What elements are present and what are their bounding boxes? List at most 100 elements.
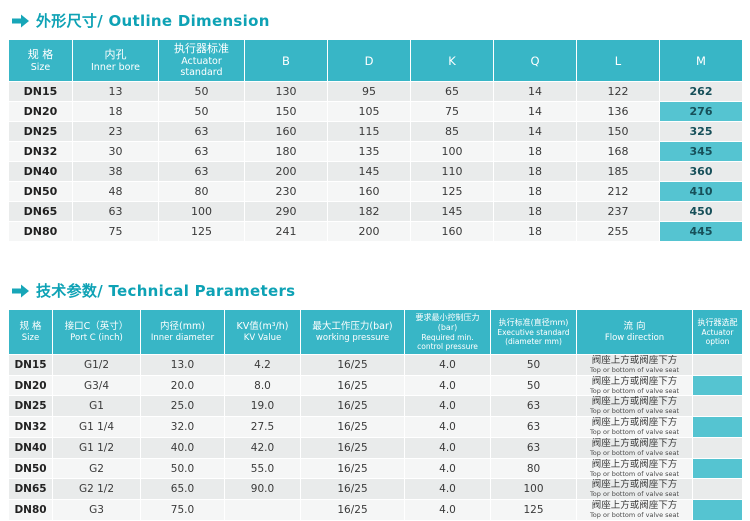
value-cell: 32.0 xyxy=(140,416,225,438)
outline-table-body: DN15 13 50 130 95 65 14 122 262 DN20 18 50 150 105 75 1… xyxy=(8,81,743,242)
value-cell: 230 xyxy=(244,181,328,202)
technical-section-title: 技术参数/ Technical Parameters xyxy=(0,270,750,309)
value-cell: 360 xyxy=(659,161,743,182)
outline-row: DN25 23 63 160 115 85 14 150 325 xyxy=(8,121,743,142)
value-cell: 13.0 xyxy=(140,354,225,376)
value-cell: 150 xyxy=(244,101,328,122)
actuator-option-cell xyxy=(692,395,743,418)
outline-row: DN40 38 63 200 145 110 18 185 360 xyxy=(8,161,743,182)
value-cell: 125 xyxy=(490,499,577,521)
value-cell: 16/25 xyxy=(300,499,405,521)
value-cell: 4.0 xyxy=(404,457,491,480)
flow-direction-cell: 阀座上方或阀座下方 Top or bottom of valve seat xyxy=(576,436,693,459)
technical-header-cell: KV值(m³/h) KV Value xyxy=(224,309,301,355)
size-cell: DN40 xyxy=(8,436,53,459)
value-cell: 4.0 xyxy=(404,478,491,501)
value-cell: 105 xyxy=(327,101,411,122)
value-cell: 50 xyxy=(158,101,245,122)
value-cell: 110 xyxy=(410,161,494,182)
size-cell: DN80 xyxy=(8,221,73,242)
outline-header-cell: L xyxy=(576,39,660,82)
outline-row: DN65 63 100 290 182 145 18 237 450 xyxy=(8,201,743,222)
technical-header-row: 规 格 Size 接口C（英寸） Port C (inch) 内径(mm) Inner d… xyxy=(8,309,743,355)
value-cell: 16/25 xyxy=(300,457,405,480)
value-cell: 145 xyxy=(410,201,494,222)
value-cell: 75 xyxy=(72,221,159,242)
value-cell: 19.0 xyxy=(224,395,301,418)
size-cell: DN65 xyxy=(8,201,73,222)
value-cell: 100 xyxy=(410,141,494,162)
technical-row: DN20 G3/4 20.0 8.0 16/25 4.0 50 阀座上方或阀座下方 Top or… xyxy=(8,374,743,397)
value-cell: 75.0 xyxy=(140,499,225,521)
value-cell: 4.0 xyxy=(404,395,491,418)
actuator-option-cell xyxy=(692,457,743,480)
technical-row: DN15 G1/2 13.0 4.2 16/25 4.0 50 阀座上方或阀座下方 Top or… xyxy=(8,354,743,376)
value-cell: 100 xyxy=(158,201,245,222)
actuator-option-cell xyxy=(692,436,743,459)
value-cell: 100 xyxy=(490,478,577,501)
value-cell: 48 xyxy=(72,181,159,202)
value-cell: 63 xyxy=(158,121,245,142)
value-cell: 4.0 xyxy=(404,416,491,438)
value-cell: 150 xyxy=(576,121,660,142)
technical-header-cell: 要求最小控制压力(bar) Required min. control pressu… xyxy=(404,309,491,355)
flow-direction-cell: 阀座上方或阀座下方 Top or bottom of valve seat xyxy=(576,457,693,480)
value-cell: G1 xyxy=(52,395,141,418)
size-cell: DN80 xyxy=(8,499,53,521)
value-cell: 325 xyxy=(659,121,743,142)
value-cell: G2 xyxy=(52,457,141,480)
value-cell: 50.0 xyxy=(140,457,225,480)
value-cell: 20.0 xyxy=(140,374,225,397)
value-cell: G1 1/2 xyxy=(52,436,141,459)
value-cell: 445 xyxy=(659,221,743,242)
value-cell: 63 xyxy=(490,416,577,438)
outline-header-row: 规 格 Size 内孔 Inner bore 执行器标准 Actuator standard… xyxy=(8,39,743,82)
outline-header-cell: B xyxy=(244,39,328,82)
technical-table: 规 格 Size 接口C（英寸） Port C (inch) 内径(mm) Inner d… xyxy=(8,309,743,521)
value-cell: 25.0 xyxy=(140,395,225,418)
value-cell: 115 xyxy=(327,121,411,142)
value-cell: 168 xyxy=(576,141,660,162)
actuator-option-cell xyxy=(692,374,743,397)
size-cell: DN32 xyxy=(8,416,53,438)
value-cell: 180 xyxy=(244,141,328,162)
arrow-right-icon xyxy=(12,14,29,28)
value-cell: 4.0 xyxy=(404,374,491,397)
value-cell: 14 xyxy=(493,101,577,122)
value-cell: 80 xyxy=(158,181,245,202)
value-cell: 42.0 xyxy=(224,436,301,459)
technical-row: DN50 G2 50.0 55.0 16/25 4.0 80 阀座上方或阀座下方 Top or … xyxy=(8,457,743,480)
flow-direction-cell: 阀座上方或阀座下方 Top or bottom of valve seat xyxy=(576,354,693,376)
value-cell: 16/25 xyxy=(300,436,405,459)
value-cell: 160 xyxy=(244,121,328,142)
outline-header-cell: 执行器标准 Actuator standard xyxy=(158,39,245,82)
outline-header-cell: Q xyxy=(493,39,577,82)
value-cell: 63 xyxy=(72,201,159,222)
outline-header-cell: K xyxy=(410,39,494,82)
value-cell: 4.2 xyxy=(224,354,301,376)
value-cell: 125 xyxy=(158,221,245,242)
size-cell: DN20 xyxy=(8,374,53,397)
outline-section: 外形尺寸/ Outline Dimension 规 格 Size 内孔 Inner b… xyxy=(0,0,750,242)
value-cell: 55.0 xyxy=(224,457,301,480)
value-cell: 130 xyxy=(244,81,328,102)
value-cell: 18 xyxy=(72,101,159,122)
value-cell: 63 xyxy=(158,141,245,162)
outline-row: DN15 13 50 130 95 65 14 122 262 xyxy=(8,81,743,102)
value-cell: 4.0 xyxy=(404,354,491,376)
value-cell: 27.5 xyxy=(224,416,301,438)
value-cell: 75 xyxy=(410,101,494,122)
technical-row: DN80 G3 75.0 16/25 4.0 125 阀座上方或阀座下方 Top or bot… xyxy=(8,499,743,521)
actuator-option-cell xyxy=(692,478,743,501)
flow-direction-cell: 阀座上方或阀座下方 Top or bottom of valve seat xyxy=(576,416,693,438)
value-cell: 125 xyxy=(410,181,494,202)
value-cell: 85 xyxy=(410,121,494,142)
technical-header-cell: 接口C（英寸） Port C (inch) xyxy=(52,309,141,355)
value-cell: 14 xyxy=(493,81,577,102)
value-cell: G1/2 xyxy=(52,354,141,376)
value-cell: 18 xyxy=(493,221,577,242)
value-cell: 65 xyxy=(410,81,494,102)
outline-header-cell: 规 格 Size xyxy=(8,39,73,82)
arrow-right-icon xyxy=(12,284,29,298)
